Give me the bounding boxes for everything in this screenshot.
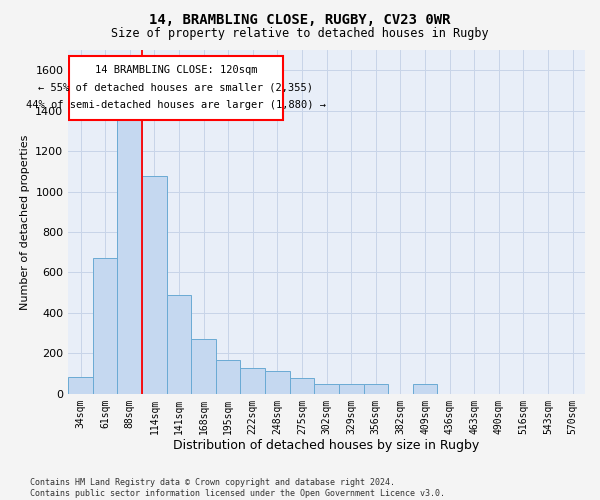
Bar <box>290 378 314 394</box>
Bar <box>93 258 118 394</box>
Bar <box>69 56 283 120</box>
Bar <box>68 376 93 394</box>
Bar <box>265 370 290 394</box>
Bar <box>142 176 167 394</box>
Text: 14, BRAMBLING CLOSE, RUGBY, CV23 0WR: 14, BRAMBLING CLOSE, RUGBY, CV23 0WR <box>149 12 451 26</box>
Bar <box>118 92 142 394</box>
Text: 44% of semi-detached houses are larger (1,880) →: 44% of semi-detached houses are larger (… <box>26 100 326 110</box>
Bar <box>191 339 216 394</box>
Bar <box>364 384 388 394</box>
X-axis label: Distribution of detached houses by size in Rugby: Distribution of detached houses by size … <box>173 440 480 452</box>
Bar <box>167 294 191 394</box>
Bar <box>339 384 364 394</box>
Y-axis label: Number of detached properties: Number of detached properties <box>20 134 29 310</box>
Bar <box>241 368 265 394</box>
Text: Contains HM Land Registry data © Crown copyright and database right 2024.
Contai: Contains HM Land Registry data © Crown c… <box>30 478 445 498</box>
Bar <box>216 360 241 394</box>
Text: Size of property relative to detached houses in Rugby: Size of property relative to detached ho… <box>111 28 489 40</box>
Bar <box>314 384 339 394</box>
Bar <box>413 384 437 394</box>
Text: 14 BRAMBLING CLOSE: 120sqm: 14 BRAMBLING CLOSE: 120sqm <box>95 66 257 76</box>
Text: ← 55% of detached houses are smaller (2,355): ← 55% of detached houses are smaller (2,… <box>38 83 313 93</box>
